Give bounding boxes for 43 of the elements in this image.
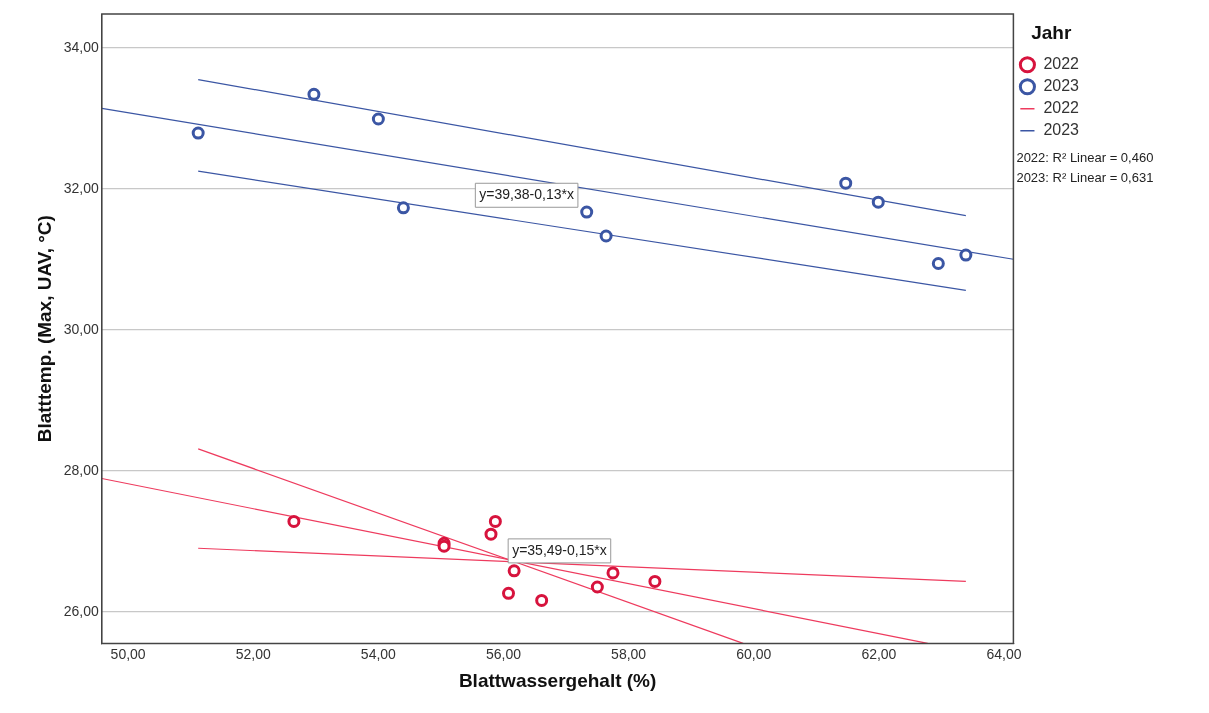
point (507, 564, 521, 578)
x-tick-label: 62,00 (861, 645, 897, 662)
point (502, 586, 516, 600)
legend-label: 2022 (1043, 55, 1080, 73)
x-tick-label: 56,00 (485, 645, 522, 662)
x-tick-label: 50,00 (110, 645, 146, 662)
x-axis-title: Blattwassergehalt (%) (458, 669, 657, 691)
y-tick-label: 34,00 (63, 38, 100, 55)
x-tick-label: 60,00 (736, 645, 772, 662)
point (648, 574, 662, 588)
x-tick-label: 64,00 (986, 645, 1022, 662)
legend-label: 2022 (1043, 99, 1080, 117)
point (287, 514, 301, 528)
point (839, 176, 853, 190)
point (307, 87, 321, 101)
annotation: y=39,38-0,13*x (479, 186, 574, 203)
point (606, 566, 620, 580)
text: 2023: R² Linear = 0,631 (1016, 170, 1154, 186)
point (371, 112, 385, 126)
point (191, 126, 205, 140)
point (396, 201, 410, 215)
y-tick-label: 26,00 (63, 602, 100, 619)
text: 2022: R² Linear = 0,460 (1016, 150, 1154, 166)
point (931, 257, 945, 271)
point (488, 514, 502, 528)
legend-label: 2023 (1043, 121, 1080, 139)
y-tick-label: 32,00 (63, 179, 100, 196)
y-axis-title: Blatttemp. (Max, UAV, °C) (33, 215, 55, 443)
point (871, 195, 885, 209)
y-tick-label: 28,00 (63, 461, 100, 478)
point (959, 248, 973, 262)
legend-label: 2023 (1043, 77, 1080, 95)
point (580, 205, 594, 219)
point (599, 229, 613, 243)
point (484, 527, 498, 541)
y-tick-label: 30,00 (63, 320, 100, 337)
x-tick-label: 54,00 (360, 645, 397, 662)
annotation: y=35,49-0,15*x (512, 541, 607, 558)
x-tick-label: 58,00 (611, 645, 647, 662)
point (590, 580, 604, 594)
x-tick-label: 52,00 (235, 645, 271, 662)
point (535, 593, 549, 607)
legend-title: Jahr (1031, 21, 1072, 43)
